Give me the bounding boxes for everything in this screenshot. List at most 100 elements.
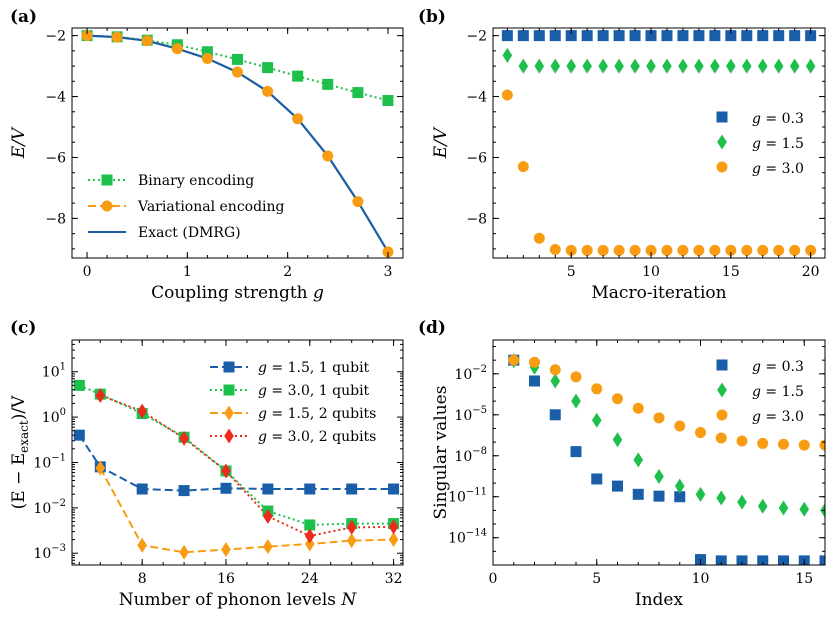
series-line-4 <box>99 394 394 538</box>
y-tick-label: −2 <box>466 29 487 45</box>
data-point <box>304 528 315 544</box>
data-point <box>262 62 274 74</box>
data-point <box>263 539 273 555</box>
data-point <box>549 243 561 255</box>
data-point <box>501 30 513 42</box>
panel-label: (b) <box>418 7 446 27</box>
panel-4: (d) 0 5 10 15 10−14 10−11 10−8 10−5 10−2 Index Sing… <box>418 318 826 610</box>
legend-marker <box>716 409 728 421</box>
data-point <box>630 58 640 74</box>
y-tick-label: 100 <box>42 407 66 426</box>
data-point <box>677 244 689 256</box>
data-point <box>678 58 688 74</box>
data-point <box>388 519 399 535</box>
data-point <box>715 555 727 565</box>
x-tick-label: 10 <box>642 264 660 280</box>
y-tick-label: 10−3 <box>33 543 66 562</box>
legend-marker <box>224 405 234 421</box>
data-point <box>789 244 801 256</box>
data-point <box>613 244 625 256</box>
data-point <box>653 412 665 424</box>
legend-label: g = 3.0, 1 qubit <box>258 383 370 399</box>
data-point <box>346 483 358 495</box>
data-point <box>501 89 513 101</box>
y-tick-label: 10−14 <box>448 528 487 547</box>
data-point <box>95 387 106 403</box>
data-point <box>571 393 581 409</box>
data-point <box>529 375 540 387</box>
legend-marker <box>717 134 727 150</box>
data-point <box>508 354 520 366</box>
x-tick-label: 1 <box>183 264 192 280</box>
x-tick-label: 8 <box>138 571 147 587</box>
data-point <box>736 435 748 447</box>
data-point <box>201 46 213 58</box>
data-point <box>757 30 769 42</box>
data-point <box>726 58 736 74</box>
data-point <box>581 244 593 256</box>
data-point <box>136 483 148 495</box>
legend-marker <box>224 428 234 444</box>
data-point <box>645 244 657 256</box>
legend-marker <box>716 161 728 173</box>
data-point <box>73 379 85 391</box>
data-point <box>674 491 686 503</box>
data-point <box>819 555 825 565</box>
data-point <box>654 469 664 485</box>
data-point <box>598 58 608 74</box>
x-tick-label: 3 <box>383 264 392 280</box>
data-point <box>518 58 529 74</box>
legend-label: g = 3.0, 2 qubits <box>258 429 376 445</box>
data-point <box>262 85 274 97</box>
data-point <box>773 58 784 74</box>
data-point <box>304 483 316 495</box>
panel-2: (b) 5 10 15 20 −8 −6 −4 −2 Macro-iteration E/V g = … <box>418 7 826 303</box>
data-point <box>221 463 231 479</box>
axes-frame <box>71 27 404 259</box>
legend-label: Variational encoding <box>137 199 285 215</box>
plot-area <box>508 353 825 565</box>
y-tick-label: −4 <box>466 90 487 106</box>
data-point <box>773 30 785 42</box>
x-tick-label: 0 <box>489 571 498 587</box>
x-tick-label: 32 <box>385 571 403 587</box>
x-axis-label: Macro-iteration <box>591 283 726 303</box>
legend-marker <box>101 200 113 212</box>
data-point <box>292 113 304 125</box>
data-point <box>805 244 817 256</box>
x-tick-label: 15 <box>722 264 740 280</box>
data-point <box>550 373 561 389</box>
data-point <box>773 244 785 256</box>
data-point <box>661 244 673 256</box>
data-point <box>591 473 603 485</box>
data-point <box>346 533 357 549</box>
x-tick-label: 16 <box>217 571 235 587</box>
data-point <box>778 500 789 516</box>
data-point <box>591 383 603 395</box>
y-tick-label: 10−1 <box>33 452 66 471</box>
data-point <box>693 30 705 42</box>
data-point <box>798 439 810 451</box>
data-point <box>757 498 768 514</box>
y-tick-label: 10−11 <box>448 487 487 506</box>
data-point <box>612 432 623 448</box>
data-point <box>715 432 727 444</box>
data-point <box>710 58 720 74</box>
data-point <box>591 412 602 428</box>
data-point <box>633 452 644 468</box>
data-point <box>725 30 737 42</box>
legend: g = 0.3 g = 1.5 g = 3.0 <box>716 359 804 425</box>
legend-marker <box>717 382 727 398</box>
data-point <box>629 244 641 256</box>
data-point <box>232 66 243 78</box>
y-tick-label: −8 <box>45 211 66 227</box>
data-point <box>502 47 513 63</box>
data-point <box>533 30 545 42</box>
data-point <box>388 483 400 495</box>
legend-marker <box>716 111 728 123</box>
data-point <box>757 555 769 565</box>
data-point <box>262 483 274 495</box>
data-point <box>695 427 706 439</box>
y-tick-label: 10−2 <box>33 498 66 517</box>
data-point <box>736 555 748 565</box>
